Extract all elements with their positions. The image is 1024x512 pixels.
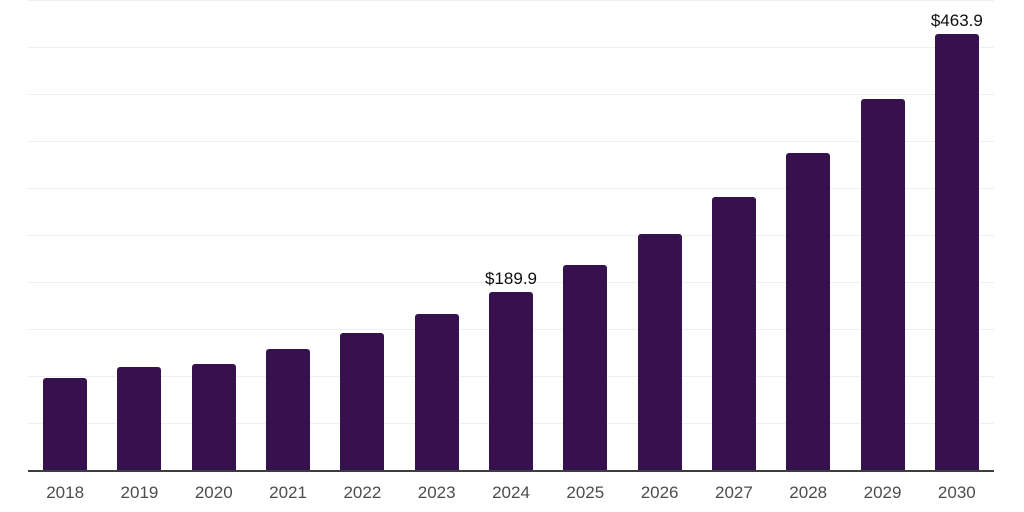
x-tick-label-2029: 2029 xyxy=(863,483,902,502)
gridline xyxy=(28,188,994,189)
bar-2023[interactable] xyxy=(414,313,459,470)
gridline xyxy=(28,47,994,48)
x-tick-label-2021: 2021 xyxy=(269,483,307,502)
x-tick-label-2022: 2022 xyxy=(343,483,382,502)
x-tick-label-2019: 2019 xyxy=(120,483,159,502)
bar-2026[interactable] xyxy=(637,233,682,470)
gridline xyxy=(28,94,994,95)
bar-2027[interactable] xyxy=(711,197,756,470)
x-tick-label-2030: 2030 xyxy=(937,483,976,502)
bar-2029[interactable] xyxy=(860,99,905,470)
x-axis-line xyxy=(28,470,994,472)
bar-2021[interactable] xyxy=(266,348,311,470)
x-tick-label-2024: 2024 xyxy=(492,483,530,502)
bar-2024[interactable] xyxy=(489,291,533,470)
x-axis-tick-labels: 2018 2019 2020 2021 2022 2023 2024 2025 2026 2027… xyxy=(28,483,994,505)
x-tick-label-2023: 2023 xyxy=(417,483,456,502)
bar-2018[interactable] xyxy=(43,377,88,470)
x-tick-label-2025: 2025 xyxy=(566,483,605,502)
bar-2030[interactable] xyxy=(934,33,979,470)
x-tick-label-2027: 2027 xyxy=(715,483,753,502)
value-label-2030: $463.9 xyxy=(930,10,983,30)
x-tick-label-2018: 2018 xyxy=(46,483,85,502)
bar-2025[interactable] xyxy=(563,264,608,470)
x-tick-label-2028: 2028 xyxy=(789,483,828,502)
value-label-2024: $189.9 xyxy=(485,268,537,288)
gridline xyxy=(28,282,994,283)
gridline xyxy=(28,0,994,1)
bar-2019[interactable] xyxy=(117,367,162,470)
x-tick-label-2020: 2020 xyxy=(194,483,233,502)
bar-2022[interactable] xyxy=(340,332,385,470)
bar-2028[interactable] xyxy=(786,152,831,470)
gridline xyxy=(28,235,994,236)
plot-area: $189.9 $463.9 xyxy=(28,0,994,472)
bar-2020[interactable] xyxy=(191,363,236,470)
x-tick-label-2026: 2026 xyxy=(640,483,679,502)
gridline xyxy=(28,141,994,142)
